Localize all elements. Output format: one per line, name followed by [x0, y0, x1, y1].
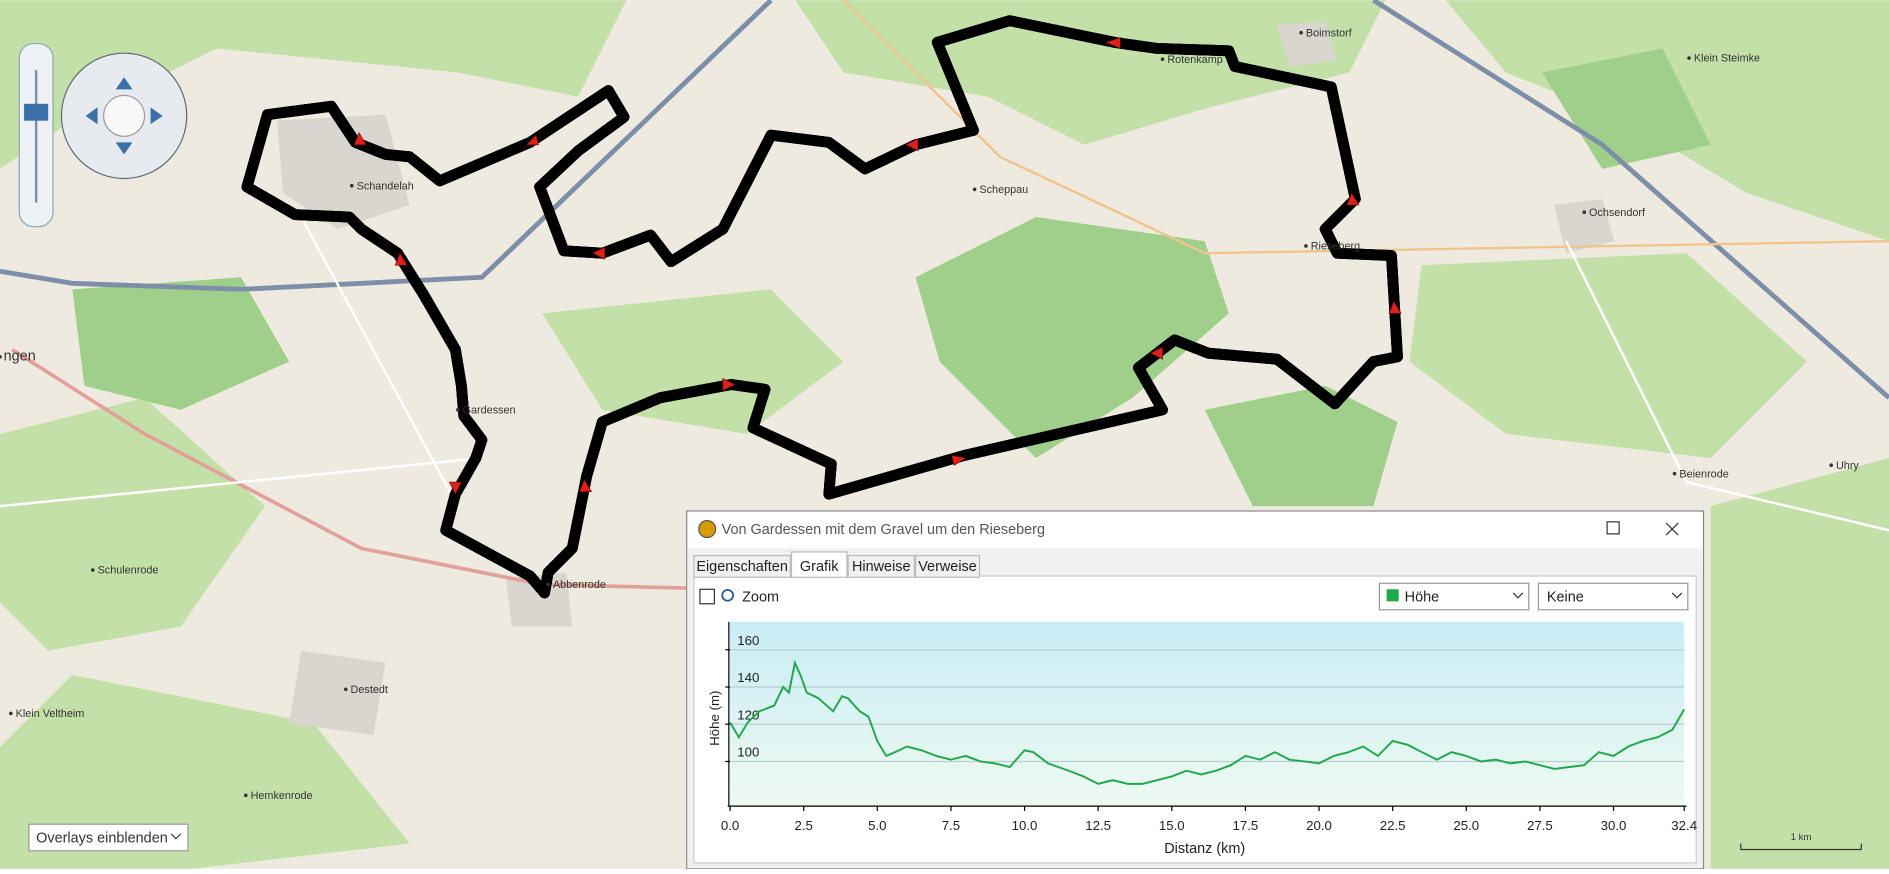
place-dot — [243, 793, 248, 798]
x-tick-label: 0.0 — [721, 818, 739, 833]
forests — [72, 48, 1711, 507]
series-select-label: Höhe — [1405, 589, 1440, 605]
tab-label: Eigenschaften — [696, 559, 788, 575]
place-label: Abbenrode — [553, 579, 606, 591]
place-dot — [1829, 463, 1833, 468]
place-label: Klein Steimke — [1694, 53, 1760, 65]
place-label: ngen — [4, 348, 36, 364]
place-dot — [1299, 30, 1303, 35]
route[interactable] — [247, 21, 1398, 599]
series-select[interactable]: Höhe — [1378, 582, 1530, 611]
zoom-label[interactable]: Zoom — [742, 589, 779, 605]
zoom-control[interactable] — [18, 42, 188, 228]
place-label: Beienrode — [1679, 468, 1728, 480]
x-tick-label: 10.0 — [1012, 818, 1038, 833]
x-tick-label: 12.5 — [1085, 818, 1111, 833]
place-dot — [1160, 57, 1165, 62]
roads — [0, 0, 1889, 590]
close-button[interactable] — [1665, 522, 1679, 536]
overlay-select[interactable]: Overlays einblenden — [28, 823, 189, 852]
x-tick-label: 20.0 — [1306, 818, 1332, 833]
place-dot — [1582, 210, 1587, 215]
x-tick-label: 25.0 — [1453, 818, 1479, 833]
y-axis-label: Höhe (m) — [707, 691, 722, 746]
plot-area — [730, 621, 1685, 807]
tab[interactable] — [790, 551, 848, 578]
second-select-label: Keine — [1547, 589, 1584, 605]
place-dot — [546, 582, 550, 587]
place-label: Boimstorf — [1306, 27, 1353, 39]
tab-label: Verweise — [918, 559, 977, 575]
y-tick-label: 160 — [737, 633, 759, 648]
place-dot — [455, 407, 460, 412]
place-label: Scheppau — [979, 184, 1028, 196]
x-tick-label: 22.5 — [1380, 818, 1406, 833]
place-dot — [1687, 56, 1691, 60]
route-arrows — [353, 37, 1402, 495]
x-tick-label: 32.4 — [1671, 818, 1697, 833]
place-dot — [9, 711, 13, 716]
zoom-checkbox[interactable] — [699, 588, 716, 605]
place-label: Klein Veltheim — [16, 708, 85, 720]
compass-center[interactable] — [103, 94, 146, 137]
overlay-label: Overlays einblenden — [36, 830, 168, 846]
scale-label: 1 km — [1791, 832, 1812, 843]
zoom-icon — [721, 589, 734, 602]
tab-label: Grafik — [800, 559, 839, 575]
place-dot — [972, 187, 977, 192]
place-label: Uhry — [1836, 460, 1859, 472]
tab[interactable] — [693, 554, 791, 578]
x-tick-label: 15.0 — [1159, 818, 1185, 833]
place-labels: Boimstorf Klein Steimke Rotenkamp Schandela… — [0, 27, 1859, 802]
y-tick-label: 140 — [737, 670, 759, 685]
x-tick-label: 17.5 — [1233, 818, 1259, 833]
place-dot — [0, 354, 2, 359]
place-label: Gardessen — [463, 404, 516, 416]
place-label: Ochsendorf — [1589, 207, 1646, 219]
pan-arrows[interactable] — [85, 77, 163, 155]
y-tick-label: 120 — [737, 707, 759, 722]
villages — [277, 21, 1615, 736]
x-tick-label: 7.5 — [942, 818, 960, 833]
place-dot — [349, 183, 354, 188]
chart: 100 120 140 160 0.0 2.5 5.0 7.5 10.0 12.5 15.0 17.5… — [721, 621, 1697, 833]
place-dot — [343, 687, 348, 692]
place-dot — [90, 568, 95, 572]
place-label: Rotenkamp — [1167, 54, 1222, 66]
x-axis-label: Distanz (km) — [1164, 841, 1245, 857]
tab-label: Hinweise — [852, 559, 911, 575]
profile-window: Von Gardessen mit dem Gravel um den Ries… — [686, 510, 1705, 870]
place-label: Schulenrode — [98, 565, 159, 577]
x-tick-label: 27.5 — [1527, 818, 1553, 833]
place-dot — [1304, 244, 1308, 248]
x-tick-label: 30.0 — [1601, 818, 1627, 833]
elevation-line — [729, 659, 1686, 785]
x-tick-label: 5.0 — [868, 818, 886, 833]
maximize-button[interactable] — [1606, 521, 1620, 535]
place-label: Destedt — [351, 684, 388, 696]
place-label: Schandelah — [357, 180, 414, 192]
tab[interactable] — [914, 554, 981, 578]
place-label: Hemkenrode — [251, 790, 313, 802]
place-label: Rieseberg — [1311, 241, 1360, 253]
window-title: Von Gardessen mit dem Gravel um den Ries… — [722, 522, 1045, 538]
y-tick-label: 100 — [737, 745, 759, 760]
zoom-thumb[interactable] — [24, 103, 49, 121]
x-tick-label: 2.5 — [794, 818, 812, 833]
tabs: Eigenschaften Grafik Hinweise Verweise — [693, 551, 981, 578]
second-select[interactable]: Keine — [1537, 582, 1689, 611]
tab[interactable] — [847, 554, 915, 578]
scale-bar: 1 km — [1740, 832, 1862, 851]
place-dot — [1672, 471, 1677, 476]
window-icon — [698, 520, 717, 539]
